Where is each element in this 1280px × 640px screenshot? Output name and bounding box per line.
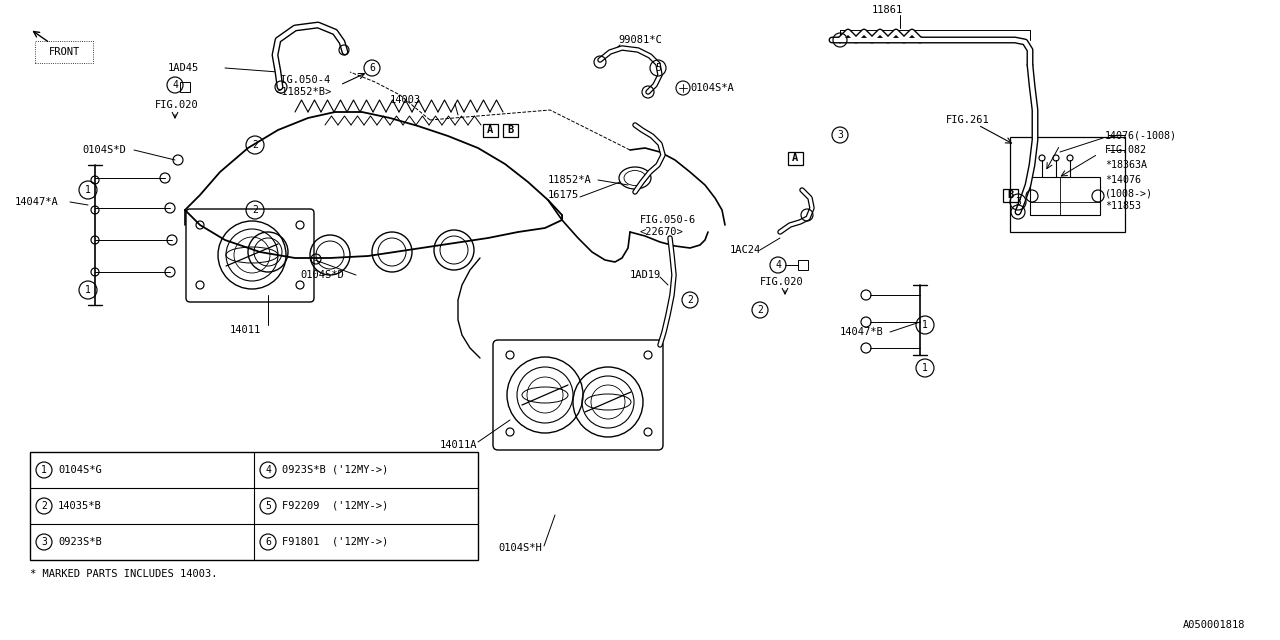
Text: 14047*B: 14047*B — [840, 327, 883, 337]
Text: 3: 3 — [41, 537, 47, 547]
Text: FRONT: FRONT — [49, 47, 79, 57]
Text: 4: 4 — [265, 465, 271, 475]
Text: 14035*B: 14035*B — [58, 501, 101, 511]
Text: B: B — [1007, 190, 1014, 200]
Bar — [1010, 137, 1125, 232]
Text: 14011A: 14011A — [440, 440, 477, 450]
Text: 0923S*B: 0923S*B — [58, 537, 101, 547]
Bar — [483, 124, 498, 136]
Bar — [787, 152, 803, 164]
Text: 0104S*A: 0104S*A — [690, 83, 733, 93]
Text: 14011: 14011 — [230, 325, 261, 335]
Bar — [797, 260, 808, 270]
Text: FIG.050-4: FIG.050-4 — [275, 75, 332, 85]
Text: 11852*A: 11852*A — [548, 175, 591, 185]
Text: * MARKED PARTS INCLUDES 14003.: * MARKED PARTS INCLUDES 14003. — [29, 569, 218, 579]
Text: 1: 1 — [922, 320, 928, 330]
Text: F92209  ('12MY->): F92209 ('12MY->) — [282, 501, 388, 511]
Text: 1: 1 — [84, 185, 91, 195]
Bar — [180, 82, 189, 92]
Text: F91801  ('12MY->): F91801 ('12MY->) — [282, 537, 388, 547]
Text: *14076: *14076 — [1105, 175, 1140, 185]
Text: 3: 3 — [1015, 197, 1021, 207]
Text: 0104S*D: 0104S*D — [82, 145, 125, 155]
Text: 4: 4 — [776, 260, 781, 270]
Text: 14003: 14003 — [390, 95, 421, 105]
Text: 14047*A: 14047*A — [15, 197, 59, 207]
Text: 2: 2 — [687, 295, 692, 305]
Bar — [1002, 189, 1018, 202]
Text: 0104S*D: 0104S*D — [300, 270, 344, 280]
Text: A: A — [792, 153, 799, 163]
Text: 1AC24: 1AC24 — [730, 245, 762, 255]
Text: 2: 2 — [41, 501, 47, 511]
Text: 1: 1 — [922, 363, 928, 373]
Text: 0923S*B ('12MY->): 0923S*B ('12MY->) — [282, 465, 388, 475]
Text: <22670>: <22670> — [640, 227, 684, 237]
Text: 1AD19: 1AD19 — [630, 270, 662, 280]
Text: A: A — [486, 125, 493, 135]
Text: 14076(-1008): 14076(-1008) — [1105, 130, 1178, 140]
Text: 2: 2 — [252, 140, 259, 150]
Text: 3: 3 — [837, 130, 844, 140]
Text: FIG.020: FIG.020 — [155, 100, 198, 110]
Text: 2: 2 — [756, 305, 763, 315]
Text: 6: 6 — [369, 63, 375, 73]
Bar — [29, 452, 477, 560]
Text: 1: 1 — [84, 285, 91, 295]
Text: 2: 2 — [252, 205, 259, 215]
Text: B: B — [507, 125, 513, 135]
Text: 4: 4 — [172, 80, 178, 90]
Text: 1: 1 — [41, 465, 47, 475]
Bar — [1030, 177, 1100, 215]
Text: 5: 5 — [265, 501, 271, 511]
Bar — [503, 124, 517, 136]
Text: 0104S*H: 0104S*H — [498, 543, 541, 553]
Text: 0104S*G: 0104S*G — [58, 465, 101, 475]
Text: *18363A: *18363A — [1105, 160, 1147, 170]
Text: 1AD45: 1AD45 — [168, 63, 200, 73]
Text: 16175: 16175 — [548, 190, 580, 200]
Text: FIG.050-6: FIG.050-6 — [640, 215, 696, 225]
Text: (1008->): (1008->) — [1105, 188, 1153, 198]
Text: FIG.020: FIG.020 — [760, 277, 804, 287]
Text: FIG.261: FIG.261 — [946, 115, 989, 125]
Text: A050001818: A050001818 — [1183, 620, 1245, 630]
Bar — [35, 41, 93, 63]
Text: 11861: 11861 — [872, 5, 904, 15]
Text: *11853: *11853 — [1105, 201, 1140, 211]
Text: 99081*C: 99081*C — [618, 35, 662, 45]
Text: FIG.082: FIG.082 — [1105, 145, 1147, 155]
Text: 5: 5 — [655, 63, 660, 73]
Text: 6: 6 — [265, 537, 271, 547]
Text: <11852*B>: <11852*B> — [275, 87, 332, 97]
